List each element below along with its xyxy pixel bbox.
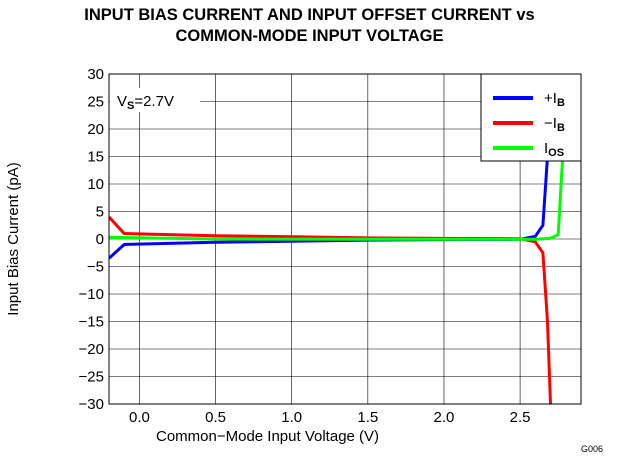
axes: 30 25 20 15 10 5 0 −5 −10 −15 −20 −25 −30 0.0 0.5 1.0 1.… (79, 66, 531, 426)
y-tick-label: −5 (87, 259, 104, 276)
y-tick-label: −25 (79, 369, 104, 386)
annotation-vs: VS=2.7V (117, 93, 174, 112)
y-tick-label: 5 (96, 204, 104, 221)
y-tick-label: 0 (96, 231, 104, 248)
y-tick-label: 10 (87, 176, 104, 193)
annotation: VS=2.7V (110, 88, 200, 112)
legend: +IB −IB IOS (480, 73, 582, 162)
x-tick-label: 1.0 (281, 409, 302, 426)
figure-code: G006 (581, 444, 603, 454)
chart-title-line-2: COMMON-MODE INPUT VOLTAGE (175, 27, 444, 45)
y-tick-label: 15 (87, 149, 104, 166)
x-tick-label: 1.5 (357, 409, 378, 426)
annotation-suffix: =2.7V (134, 93, 174, 110)
x-tick-label: 0.0 (129, 409, 150, 426)
plot-frame (108, 73, 582, 405)
x-tick-label: 2.0 (434, 409, 455, 426)
annotation-background (110, 88, 200, 112)
chart-title-line-1: INPUT BIAS CURRENT AND INPUT OFFSET CURR… (84, 6, 535, 24)
x-tick-label: 0.5 (205, 409, 226, 426)
series-line-minus-ib (109, 215, 552, 404)
legend-entry-plus-ib: +IB (544, 90, 565, 109)
annotation-sub: S (127, 100, 134, 112)
series-line-ios (109, 74, 568, 241)
y-tick-label: 20 (87, 121, 104, 138)
y-tick-label: −20 (79, 341, 104, 358)
y-tick-label: −10 (79, 286, 104, 303)
plot-area (109, 74, 568, 404)
legend-entry-minus-ib: −IB (544, 115, 565, 134)
x-axis-label: Common−Mode Input Voltage (V) (156, 428, 379, 445)
y-tick-label: 25 (87, 94, 104, 111)
y-axis-label: Input Bias Current (pA) (5, 162, 22, 315)
chart-title: INPUT BIAS CURRENT AND INPUT OFFSET CURR… (0, 5, 619, 47)
y-tick-label: −30 (79, 396, 104, 413)
x-tick-label: 2.5 (510, 409, 531, 426)
y-tick-label: −15 (79, 314, 104, 331)
y-tick-label: 30 (87, 66, 104, 83)
legend-entry-ios: IOS (544, 140, 564, 159)
annotation-prefix: V (117, 93, 127, 110)
